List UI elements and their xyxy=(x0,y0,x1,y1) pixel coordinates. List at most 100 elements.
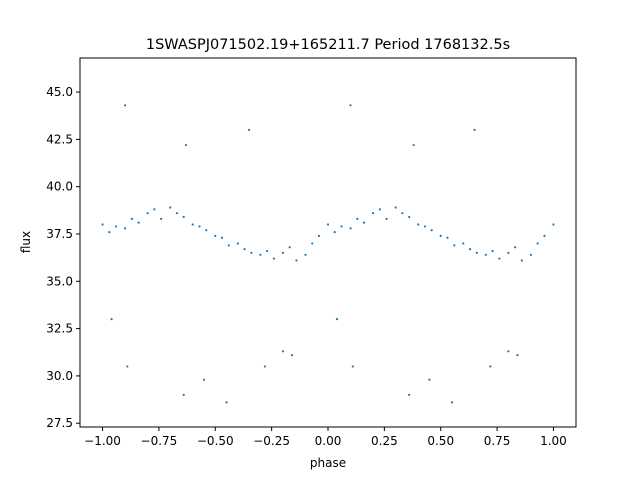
data-point xyxy=(356,217,359,220)
data-point xyxy=(311,242,314,245)
data-point xyxy=(175,212,179,215)
data-point xyxy=(184,143,188,147)
data-point xyxy=(489,365,492,368)
data-point xyxy=(182,393,185,396)
data-point xyxy=(146,212,149,215)
x-tick-label: −1.00 xyxy=(84,434,121,448)
data-point xyxy=(552,223,555,226)
data-point xyxy=(123,104,127,107)
data-point xyxy=(182,215,185,219)
data-point xyxy=(205,229,208,232)
data-point xyxy=(317,234,321,237)
x-axis: −1.00 −0.75 −0.50 −0.25 0.00 0.25 0.50 0.75 1.00 xyxy=(84,427,567,448)
data-point xyxy=(198,225,201,228)
data-point xyxy=(202,378,206,381)
data-point xyxy=(227,244,230,247)
x-axis-label: phase xyxy=(310,456,346,470)
data-point xyxy=(101,223,104,226)
data-point xyxy=(417,223,420,226)
data-point xyxy=(446,236,449,239)
data-point xyxy=(304,253,307,256)
data-point xyxy=(401,212,404,215)
y-tick-label: 37.5 xyxy=(46,227,73,241)
points-layer xyxy=(101,104,555,404)
data-point xyxy=(536,242,539,245)
x-tick-label: −0.75 xyxy=(141,434,178,448)
data-point xyxy=(516,353,519,357)
data-point xyxy=(288,246,291,249)
data-point xyxy=(450,401,454,404)
data-point xyxy=(126,365,129,368)
data-point xyxy=(408,215,411,219)
data-point xyxy=(290,353,294,357)
x-tick-label: 1.00 xyxy=(540,434,567,448)
data-point xyxy=(263,365,266,368)
data-point xyxy=(108,230,111,234)
data-point xyxy=(351,365,354,368)
x-tick-label: 0.25 xyxy=(371,434,398,448)
data-point xyxy=(123,227,127,230)
data-point xyxy=(430,229,433,232)
y-tick-label: 32.5 xyxy=(46,322,73,336)
data-point xyxy=(453,244,456,247)
data-point xyxy=(491,249,494,253)
data-point xyxy=(498,257,501,260)
data-point xyxy=(394,206,397,209)
data-point xyxy=(153,208,156,211)
data-point xyxy=(349,227,352,230)
data-point xyxy=(110,318,113,321)
data-point xyxy=(243,248,246,251)
data-point xyxy=(220,236,224,239)
data-point xyxy=(130,217,133,220)
data-point xyxy=(468,248,472,251)
data-point xyxy=(333,230,336,234)
data-point xyxy=(114,225,118,228)
data-point xyxy=(412,143,415,147)
data-point xyxy=(385,217,388,220)
data-point xyxy=(473,128,476,132)
data-point xyxy=(408,393,411,396)
y-axis-label: flux xyxy=(19,231,33,253)
data-point xyxy=(514,246,517,249)
data-point xyxy=(475,251,478,255)
data-point xyxy=(281,251,285,255)
data-point xyxy=(247,128,251,132)
y-tick-label: 35.0 xyxy=(46,274,73,288)
data-point xyxy=(295,259,298,262)
data-point xyxy=(225,401,228,404)
data-point xyxy=(439,234,442,237)
y-axis: 27.5 30.0 32.5 35.0 37.5 40.0 42.5 45.0 xyxy=(46,85,80,430)
data-point xyxy=(214,234,217,237)
data-point xyxy=(428,378,431,381)
x-tick-label: −0.50 xyxy=(197,434,234,448)
y-tick-label: 45.0 xyxy=(46,85,73,99)
data-point xyxy=(507,350,510,353)
data-point xyxy=(529,253,533,256)
data-point xyxy=(326,223,330,226)
data-point xyxy=(371,212,375,215)
y-tick-label: 40.0 xyxy=(46,180,73,194)
data-point xyxy=(340,225,343,228)
data-point xyxy=(259,253,262,256)
data-point xyxy=(378,208,381,211)
data-point xyxy=(423,225,427,228)
data-point xyxy=(462,242,465,245)
data-point xyxy=(543,234,546,237)
data-point xyxy=(169,206,172,209)
y-tick-label: 27.5 xyxy=(46,416,73,430)
data-point xyxy=(191,223,194,226)
data-point xyxy=(236,242,239,245)
data-point xyxy=(520,259,523,262)
x-tick-label: 0.00 xyxy=(315,434,342,448)
data-point xyxy=(362,221,366,224)
data-point xyxy=(507,251,510,255)
chart-title: 1SWASPJ071502.19+165211.7 Period 1768132… xyxy=(146,37,510,53)
data-point xyxy=(266,249,269,253)
data-point xyxy=(160,217,163,220)
data-point xyxy=(137,221,140,224)
x-tick-label: 0.50 xyxy=(427,434,454,448)
data-point xyxy=(335,318,339,321)
data-point xyxy=(281,350,285,353)
